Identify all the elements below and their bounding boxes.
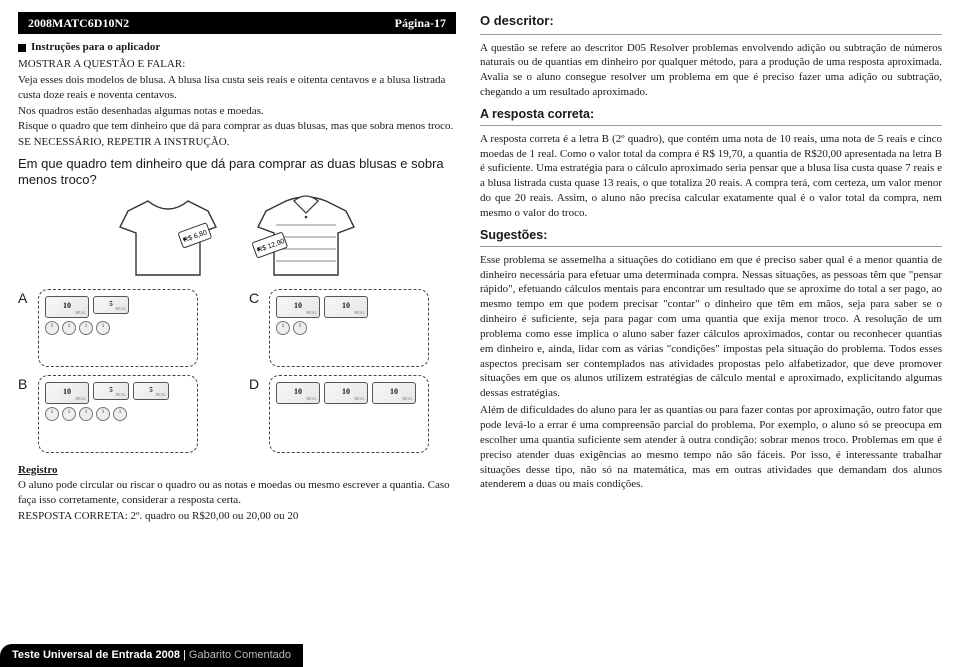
coin-icon: 1	[113, 407, 127, 421]
descritor-body: A questão se refere ao descritor D05 Res…	[480, 41, 942, 100]
divider-icon	[480, 125, 942, 126]
coin-icon: 1	[62, 321, 76, 335]
instr-body: MOSTRAR A QUESTÃO E FALAR: Veja esses do…	[18, 57, 456, 150]
option-label: A	[18, 289, 32, 308]
shirts-illustration: R$ 6,80 R$ 12,90	[18, 193, 456, 283]
money-box: 10 10 10	[269, 375, 429, 453]
resposta-text: A resposta correta é a letra B (2º quadr…	[480, 132, 942, 221]
coin-icon: 1	[96, 407, 110, 421]
square-bullet-icon	[18, 44, 26, 52]
plain-shirt-icon: R$ 6,80	[108, 193, 228, 283]
option-d: D 10 10 10	[249, 375, 456, 453]
instr-line: Veja esses dois modelos de blusa. A blus…	[18, 73, 456, 103]
bill-icon: 10	[45, 382, 89, 404]
coin-icon: 1	[79, 321, 93, 335]
doc-page: Página-17	[395, 15, 446, 31]
sugestoes-body: Esse problema se assemelha a situações d…	[480, 253, 942, 493]
bill-icon: 10	[372, 382, 416, 404]
bill-icon: 10	[324, 296, 368, 318]
option-label: C	[249, 289, 263, 308]
descritor-text: A questão se refere ao descritor D05 Res…	[480, 41, 942, 100]
footer-bar: Teste Universal de Entrada 2008 | Gabari…	[0, 644, 303, 667]
instr-line: Nos quadros estão desenhadas algumas not…	[18, 104, 456, 119]
footer-bold: Teste Universal de Entrada 2008	[12, 649, 180, 661]
resposta-body: A resposta correta é a letra B (2º quadr…	[480, 132, 942, 221]
bill-icon: 5	[93, 296, 129, 314]
coin-icon: 1	[276, 321, 290, 335]
doc-code: 2008MATC6D10N2	[28, 15, 129, 31]
right-column: O descritor: A questão se refere ao desc…	[470, 0, 960, 667]
option-label: D	[249, 375, 263, 394]
coin-icon: 1	[96, 321, 110, 335]
bill-icon: 10	[45, 296, 89, 318]
coin-icon: 1	[293, 321, 307, 335]
instr-line: SE NECESSÁRIO, REPETIR A INSTRUÇÃO.	[18, 135, 456, 150]
divider-icon	[480, 246, 942, 247]
coin-icon: 1	[79, 407, 93, 421]
bill-icon: 10	[276, 382, 320, 404]
registro-heading: Registro	[18, 463, 456, 478]
registro-line: RESPOSTA CORRETA: 2º. quadro ou R$20,00 …	[18, 509, 456, 524]
question-stem: Em que quadro tem dinheiro que dá para c…	[18, 156, 456, 189]
coin-icon: 1	[45, 407, 59, 421]
divider-icon	[480, 34, 942, 35]
instr-line: Risque o quadro que tem dinheiro que dá …	[18, 119, 456, 134]
coin-icon: 1	[62, 407, 76, 421]
resposta-heading: A resposta correta:	[480, 106, 942, 123]
money-box: 10 10 1 1	[269, 289, 429, 367]
footer-light: Gabarito Comentado	[189, 649, 291, 661]
bill-icon: 5	[133, 382, 169, 400]
option-label: B	[18, 375, 32, 394]
options-grid: A 10 5 1 1 1 1 C 10 10	[18, 289, 456, 453]
sugestoes-para: Esse problema se assemelha a situações d…	[480, 253, 942, 401]
instr-heading: Instruções para o aplicador	[18, 40, 456, 55]
option-b: B 10 5 5 1 1 1 1 1	[18, 375, 225, 453]
sugestoes-para: Além de dificuldades do aluno para ler a…	[480, 403, 942, 492]
coin-icon: 1	[45, 321, 59, 335]
money-box: 10 5 5 1 1 1 1 1	[38, 375, 198, 453]
option-a: A 10 5 1 1 1 1	[18, 289, 225, 367]
instr-line: MOSTRAR A QUESTÃO E FALAR:	[18, 57, 456, 72]
registro-body: O aluno pode circular ou riscar o quadro…	[18, 478, 456, 524]
sugestoes-heading: Sugestões:	[480, 227, 942, 244]
registro-line: O aluno pode circular ou riscar o quadro…	[18, 478, 456, 508]
left-column: 2008MATC6D10N2 Página-17 Instruções para…	[0, 0, 470, 667]
striped-shirt-icon: R$ 12,90	[246, 193, 366, 283]
bill-icon: 5	[93, 382, 129, 400]
bill-icon: 10	[324, 382, 368, 404]
descritor-heading: O descritor:	[480, 12, 942, 30]
money-box: 10 5 1 1 1 1	[38, 289, 198, 367]
option-c: C 10 10 1 1	[249, 289, 456, 367]
doc-header: 2008MATC6D10N2 Página-17	[18, 12, 456, 34]
bill-icon: 10	[276, 296, 320, 318]
footer-sep: |	[180, 649, 189, 661]
instr-title: Instruções para o aplicador	[31, 40, 160, 55]
